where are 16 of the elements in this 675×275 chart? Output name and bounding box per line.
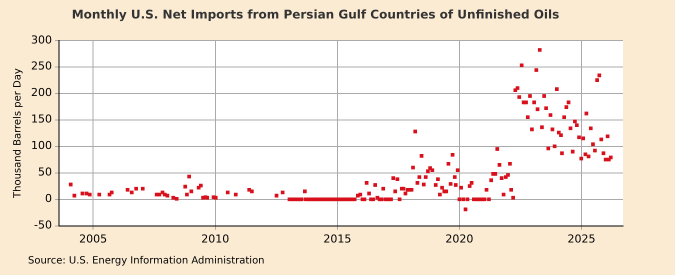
- x-tick-label: 2010: [201, 232, 230, 246]
- x-tick-label: 2005: [79, 232, 108, 246]
- y-tick-label: 250: [30, 60, 52, 73]
- y-tick-label: 150: [30, 112, 52, 126]
- x-tick-label: 2020: [445, 232, 474, 246]
- chart-title: Monthly U.S. Net Imports from Persian Gulf Countries of Unfinished Oils: [72, 7, 560, 22]
- y-axis-title: Thousand Barrels per Day: [12, 68, 24, 199]
- y-tick-label: 0: [44, 192, 52, 206]
- source-note: Source: U.S. Energy Information Administration: [28, 256, 265, 267]
- y-tick-label: 50: [38, 166, 52, 179]
- y-tick-label: 200: [30, 86, 52, 100]
- y-tick-label: 300: [30, 33, 52, 46]
- y-tick-label: -50: [34, 218, 52, 232]
- y-tick-label: 100: [30, 139, 52, 152]
- x-tick-label: 2025: [567, 232, 596, 246]
- x-tick-label: 2015: [323, 232, 352, 246]
